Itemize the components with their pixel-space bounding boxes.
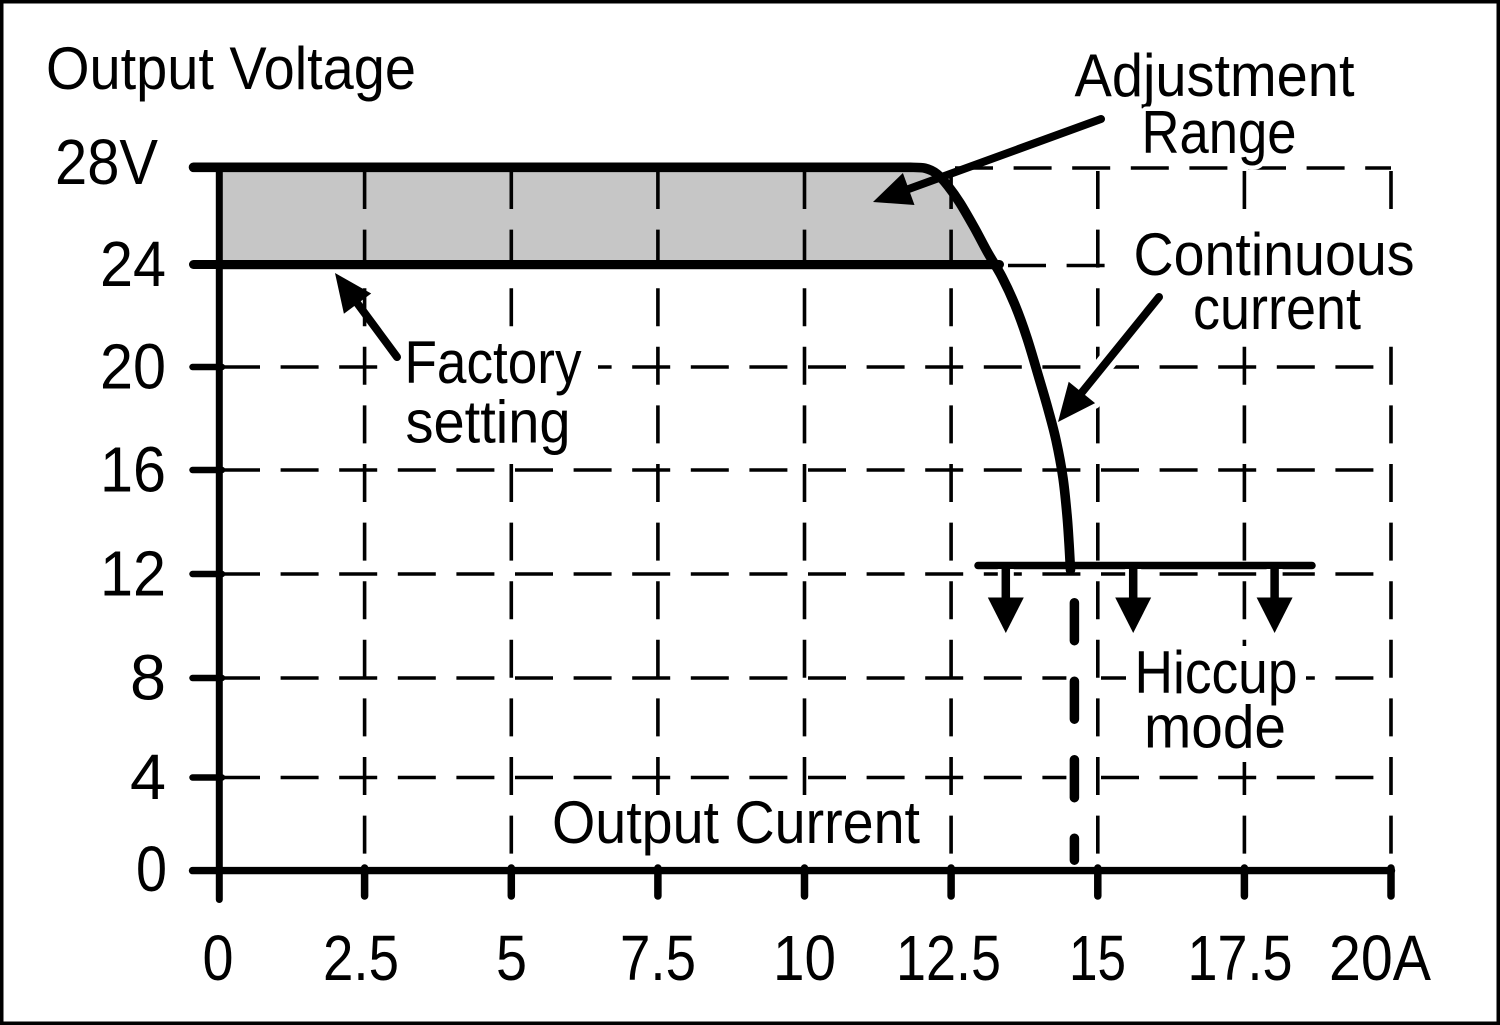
svg-text:Hiccup: Hiccup bbox=[1135, 639, 1298, 706]
svg-text:12: 12 bbox=[100, 538, 166, 610]
svg-text:16: 16 bbox=[100, 434, 166, 506]
svg-text:17.5: 17.5 bbox=[1188, 922, 1293, 994]
svg-text:7.5: 7.5 bbox=[620, 922, 696, 994]
svg-text:28V: 28V bbox=[55, 126, 158, 198]
svg-text:Adjustment: Adjustment bbox=[1075, 42, 1355, 109]
svg-text:Range: Range bbox=[1142, 99, 1297, 166]
svg-text:Output Voltage: Output Voltage bbox=[46, 35, 416, 102]
svg-text:current: current bbox=[1193, 275, 1361, 342]
svg-text:20A: 20A bbox=[1329, 922, 1431, 994]
svg-text:Factory: Factory bbox=[405, 329, 582, 396]
svg-text:mode: mode bbox=[1144, 694, 1286, 761]
svg-text:20: 20 bbox=[100, 331, 166, 403]
svg-text:Continuous: Continuous bbox=[1134, 221, 1415, 288]
svg-text:10: 10 bbox=[773, 922, 836, 994]
svg-text:24: 24 bbox=[100, 228, 166, 300]
svg-text:15: 15 bbox=[1069, 922, 1126, 994]
svg-text:4: 4 bbox=[130, 741, 166, 813]
svg-text:8: 8 bbox=[130, 642, 166, 714]
svg-text:12.5: 12.5 bbox=[896, 922, 1001, 994]
svg-text:Output Current: Output Current bbox=[552, 789, 920, 856]
svg-text:0: 0 bbox=[203, 922, 234, 994]
svg-text:setting: setting bbox=[406, 389, 571, 456]
svg-text:0: 0 bbox=[136, 833, 167, 905]
svg-text:5: 5 bbox=[496, 922, 527, 994]
svg-text:2.5: 2.5 bbox=[323, 922, 399, 994]
